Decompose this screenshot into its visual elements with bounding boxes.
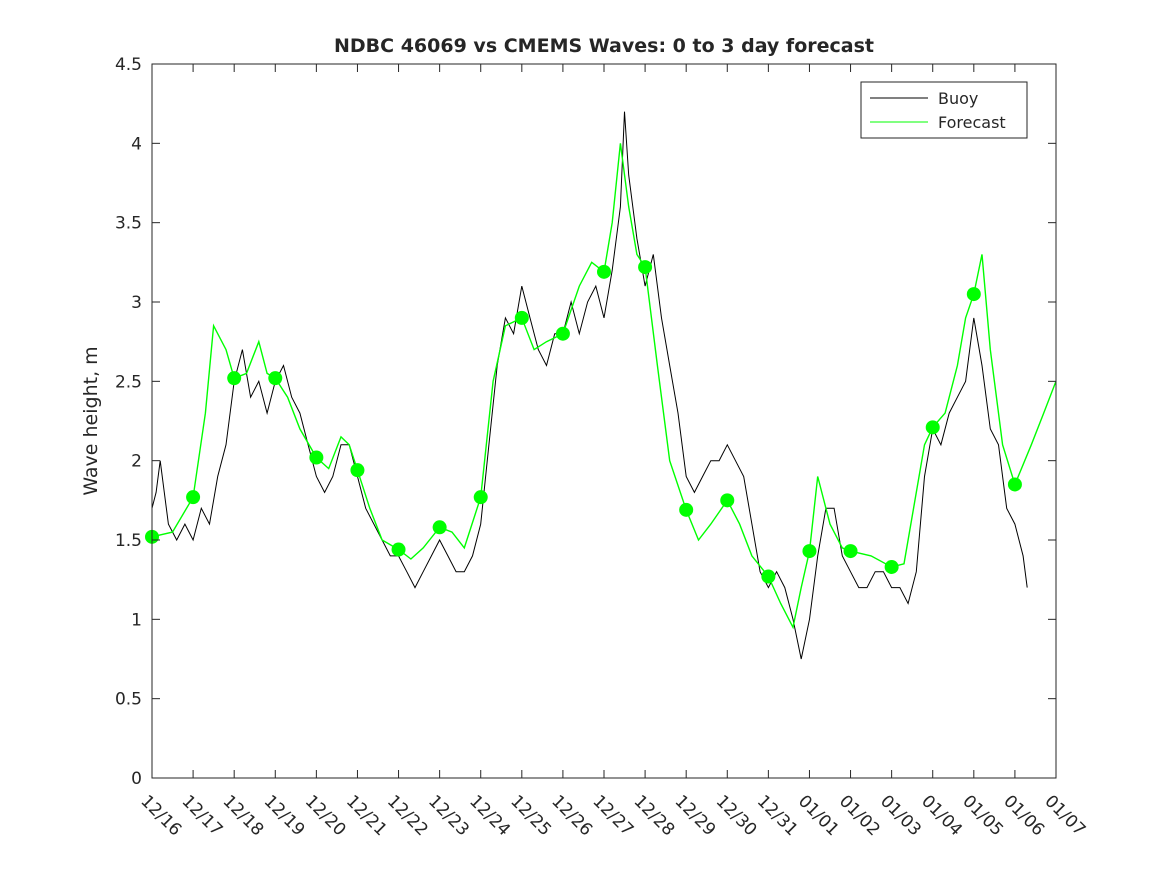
forecast-point xyxy=(925,420,940,435)
x-tick-label: 12/21 xyxy=(342,791,391,840)
legend: Buoy Forecast xyxy=(860,81,1028,139)
forecast-point xyxy=(966,287,981,302)
plot-area xyxy=(145,111,1057,660)
forecast-point xyxy=(514,310,529,325)
forecast-point xyxy=(761,569,776,584)
forecast-point xyxy=(843,544,858,559)
series-line-forecast xyxy=(151,143,1057,630)
y-tick-label: 2 xyxy=(131,452,142,472)
x-tick-label: 01/07 xyxy=(1040,791,1089,840)
x-tick-label: 12/30 xyxy=(712,791,761,840)
forecast-point xyxy=(555,326,570,341)
x-tick-label: 12/23 xyxy=(424,791,473,840)
axes-frame xyxy=(151,63,1057,779)
forecast-point xyxy=(638,260,653,275)
legend-box xyxy=(860,81,1028,139)
forecast-point xyxy=(679,502,694,517)
forecast-point xyxy=(597,264,611,279)
series-line-buoy xyxy=(151,111,1028,660)
y-tick-label: 0 xyxy=(131,769,142,789)
forecast-point xyxy=(309,450,324,465)
x-tick-label: 12/24 xyxy=(465,791,514,840)
y-tick-label: 0.5 xyxy=(115,690,142,710)
legend-label-buoy: Buoy xyxy=(938,89,978,108)
x-tick-label: 12/28 xyxy=(630,791,679,840)
x-tick-label: 12/31 xyxy=(753,791,802,840)
x-tick-label: 12/25 xyxy=(506,791,555,840)
legend-label-forecast: Forecast xyxy=(938,113,1006,132)
x-tick-label: 12/26 xyxy=(547,791,596,840)
x-tick-label: 01/02 xyxy=(835,791,884,840)
x-tick-label: 01/01 xyxy=(794,791,843,840)
x-tick-label: 12/27 xyxy=(588,791,637,840)
x-tick-label: 12/22 xyxy=(383,791,432,840)
x-tick-label: 12/18 xyxy=(219,791,268,840)
forecast-point xyxy=(720,493,735,508)
x-tick-label: 01/06 xyxy=(999,791,1048,840)
x-tick-label: 12/17 xyxy=(178,791,227,840)
forecast-point xyxy=(227,371,242,386)
forecast-point xyxy=(268,371,283,386)
y-tick-label: 4.5 xyxy=(115,55,142,75)
x-tick-label: 01/05 xyxy=(958,791,1007,840)
x-tick-label: 12/20 xyxy=(301,791,350,840)
forecast-point xyxy=(473,490,488,505)
forecast-point xyxy=(802,544,817,559)
y-tick-label: 2.5 xyxy=(115,372,142,392)
forecast-point xyxy=(391,542,406,557)
forecast-point xyxy=(884,559,899,574)
forecast-point xyxy=(186,490,201,505)
y-tick-label: 3 xyxy=(131,293,142,313)
x-tick-label: 01/03 xyxy=(876,791,925,840)
x-axis-ticks: 12/1612/1712/1812/1912/2012/2112/2212/23… xyxy=(136,64,1089,840)
forecast-point xyxy=(1007,477,1022,492)
x-tick-label: 01/04 xyxy=(917,791,966,840)
forecast-point xyxy=(350,463,365,478)
x-tick-label: 12/29 xyxy=(671,791,720,840)
y-tick-label: 1 xyxy=(131,610,142,630)
y-tick-label: 3.5 xyxy=(115,214,142,234)
x-tick-label: 12/16 xyxy=(136,791,185,840)
y-tick-label: 4 xyxy=(131,134,142,154)
x-tick-label: 12/19 xyxy=(260,791,309,840)
y-tick-label: 1.5 xyxy=(115,531,142,551)
y-axis-label: Wave height, m xyxy=(80,346,102,495)
forecast-point xyxy=(432,520,447,535)
chart-title: NDBC 46069 vs CMEMS Waves: 0 to 3 day fo… xyxy=(334,35,874,57)
y-axis-ticks: 0 0.5 1 1.5 2 2.5 3 3.5 4 4.5 xyxy=(115,55,1056,789)
